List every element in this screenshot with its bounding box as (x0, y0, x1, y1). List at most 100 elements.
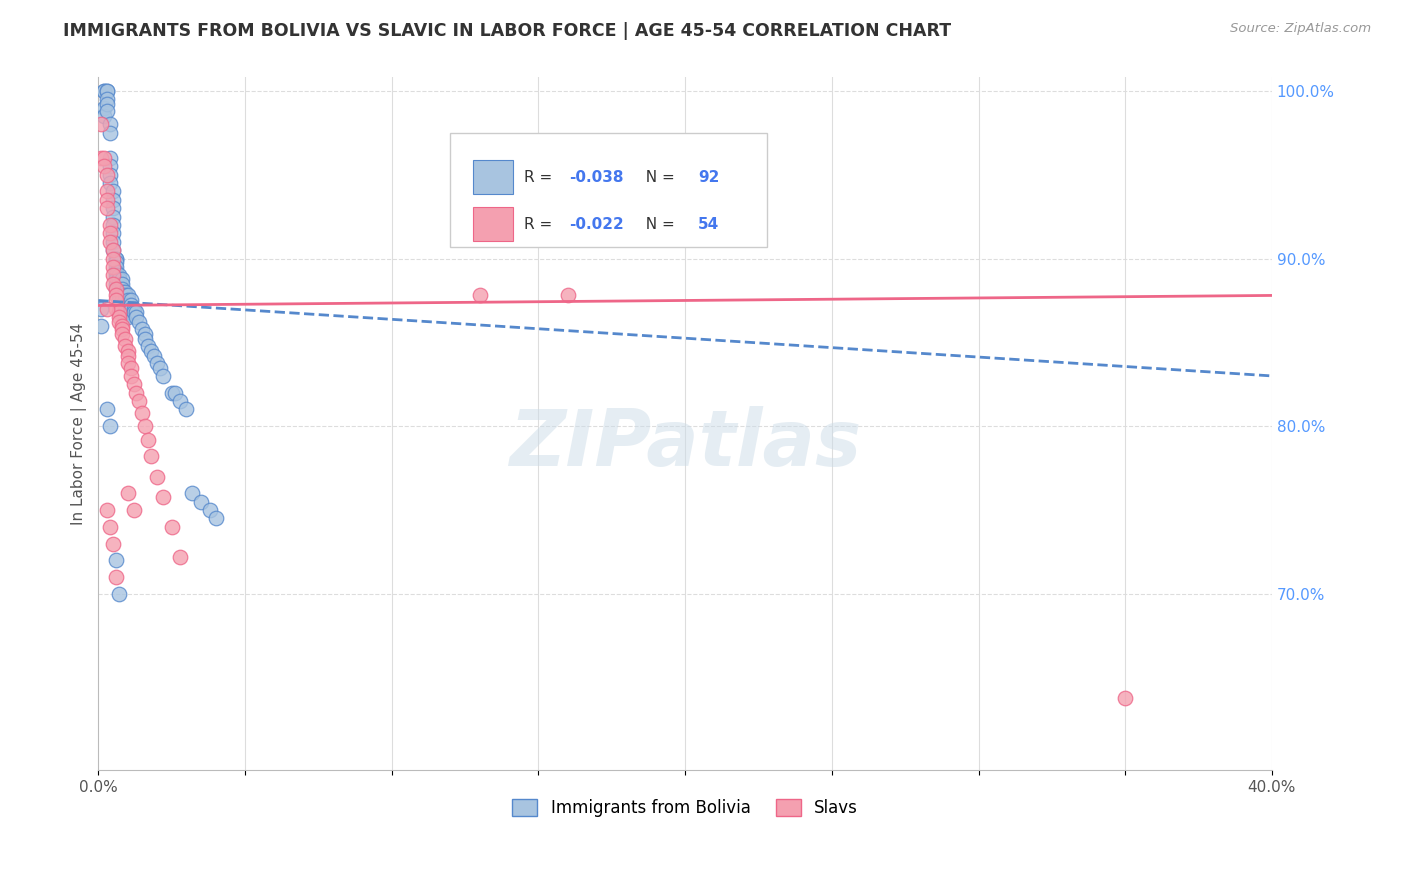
Text: R =: R = (524, 217, 557, 232)
Point (98, 520, 121, 534)
Point (111, 322, 134, 336)
Point (98, 117, 121, 131)
Text: N =: N = (636, 169, 679, 185)
Point (104, 570, 127, 584)
Point (108, 310, 131, 325)
Point (96, 168, 118, 182)
Point (98, 419, 121, 434)
Point (146, 355, 169, 369)
Point (134, 326, 156, 341)
Point (96, 503, 118, 517)
Point (111, 271, 134, 285)
Point (114, 288, 136, 302)
Point (90, 318, 112, 333)
Point (117, 288, 139, 302)
Point (93, 101, 115, 115)
Point (108, 282, 131, 296)
Point (114, 339, 136, 353)
Point (111, 326, 134, 341)
Point (125, 310, 148, 325)
Point (120, 360, 142, 375)
Point (136, 339, 159, 353)
Point (152, 490, 174, 504)
Point (104, 252, 127, 266)
Point (117, 305, 139, 319)
Point (131, 406, 153, 420)
Point (93, 109, 115, 123)
Point (108, 271, 131, 285)
Point (108, 298, 131, 312)
Point (101, 277, 124, 291)
Point (104, 553, 127, 567)
Point (163, 385, 186, 400)
Point (108, 288, 131, 302)
Point (108, 293, 131, 308)
Point (198, 503, 221, 517)
Point (131, 322, 153, 336)
Point (90, 301, 112, 316)
Point (101, 227, 124, 241)
Point (117, 355, 139, 369)
Point (125, 305, 148, 319)
Point (149, 360, 172, 375)
Text: 54: 54 (697, 217, 720, 232)
Point (96, 402, 118, 417)
Point (160, 520, 183, 534)
Point (108, 315, 131, 329)
Point (134, 419, 156, 434)
Point (101, 243, 124, 257)
Point (98, 176, 121, 190)
Point (117, 343, 139, 358)
Point (143, 349, 166, 363)
Point (104, 282, 127, 296)
FancyBboxPatch shape (450, 133, 768, 247)
Point (98, 218, 121, 232)
Point (114, 301, 136, 316)
Point (101, 185, 124, 199)
Text: IMMIGRANTS FROM BOLIVIA VS SLAVIC IN LABOR FORCE | AGE 45-54 CORRELATION CHART: IMMIGRANTS FROM BOLIVIA VS SLAVIC IN LAB… (63, 22, 952, 40)
Point (134, 332, 156, 346)
Point (96, 92, 118, 106)
Point (111, 301, 134, 316)
Point (101, 235, 124, 249)
Point (101, 536, 124, 550)
Point (122, 377, 145, 392)
Text: R =: R = (524, 169, 557, 185)
Point (122, 301, 145, 316)
Point (141, 450, 163, 464)
Point (117, 293, 139, 308)
Point (101, 193, 124, 207)
Point (93, 159, 115, 173)
Point (1114, 690, 1136, 705)
Point (114, 310, 136, 325)
Point (98, 151, 121, 165)
Point (96, 301, 118, 316)
Point (111, 282, 134, 296)
Point (117, 298, 139, 312)
Point (96, 84, 118, 98)
Point (104, 268, 127, 283)
Point (125, 385, 148, 400)
FancyBboxPatch shape (472, 207, 513, 242)
Point (108, 587, 131, 601)
Point (104, 271, 127, 285)
Text: ZIPatlas: ZIPatlas (509, 407, 862, 483)
Point (101, 260, 124, 274)
Point (114, 332, 136, 346)
Point (101, 201, 124, 215)
Text: -0.038: -0.038 (569, 169, 623, 185)
Point (96, 201, 118, 215)
Point (108, 285, 131, 299)
Point (98, 159, 121, 173)
Point (114, 305, 136, 319)
Point (104, 301, 127, 316)
Point (111, 288, 134, 302)
Text: -0.022: -0.022 (569, 217, 624, 232)
Point (117, 301, 139, 316)
Point (104, 277, 127, 291)
Point (117, 310, 139, 325)
Point (117, 486, 139, 500)
Point (96, 97, 118, 112)
Legend: Immigrants from Bolivia, Slavs: Immigrants from Bolivia, Slavs (506, 792, 865, 824)
Point (176, 402, 198, 417)
